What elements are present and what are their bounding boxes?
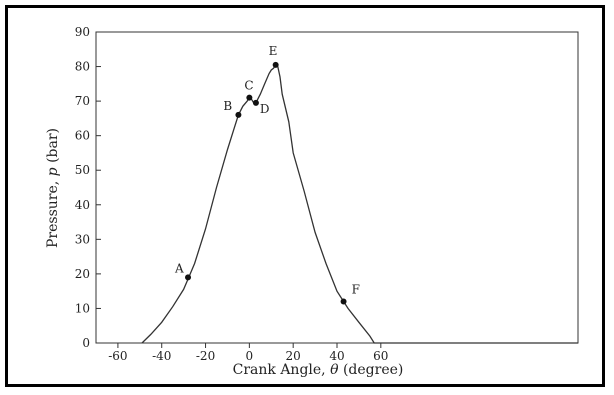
point-label-e: E — [269, 44, 278, 58]
point-label-b: B — [223, 99, 232, 113]
y-tick-label: 60 — [75, 129, 90, 143]
x-tick-label: -40 — [152, 349, 171, 363]
y-tick-label: 0 — [82, 336, 90, 350]
y-tick-label: 40 — [75, 198, 90, 212]
x-axis-title: Crank Angle, θ (degree) — [233, 362, 404, 378]
point-marker-d — [252, 99, 259, 106]
y-tick-label: 50 — [75, 163, 90, 177]
y-tick-label: 10 — [75, 301, 90, 315]
x-tick-label: 60 — [373, 349, 388, 363]
y-axis-ticks: 0 10 20 30 40 50 60 70 80 90 — [75, 25, 101, 350]
y-tick-label: 80 — [75, 60, 90, 74]
point-marker-c — [246, 94, 253, 101]
point-label-d: D — [260, 102, 270, 116]
y-tick-label: 20 — [75, 267, 90, 281]
point-marker-a — [185, 274, 192, 281]
point-label-c: C — [244, 79, 253, 93]
x-tick-label: -20 — [196, 349, 215, 363]
plot-area — [95, 31, 579, 344]
point-marker-e — [272, 61, 279, 68]
y-tick-label: 70 — [75, 94, 90, 108]
point-marker-b — [235, 111, 242, 118]
y-tick-label: 30 — [75, 232, 90, 246]
x-tick-label: -60 — [108, 349, 127, 363]
point-markers: A BCD E F — [174, 44, 360, 305]
x-tick-label: 0 — [246, 349, 254, 363]
point-label-a: A — [174, 261, 184, 275]
x-axis-ticks: -60 -40 -20 0 20 40 60 — [108, 343, 388, 363]
y-axis-title: Pressure, p (bar) — [45, 128, 61, 248]
x-tick-label: 20 — [286, 349, 301, 363]
x-tick-label: 40 — [329, 349, 344, 363]
point-label-f: F — [352, 283, 360, 297]
y-tick-label: 90 — [75, 25, 90, 39]
point-marker-f — [340, 298, 347, 305]
